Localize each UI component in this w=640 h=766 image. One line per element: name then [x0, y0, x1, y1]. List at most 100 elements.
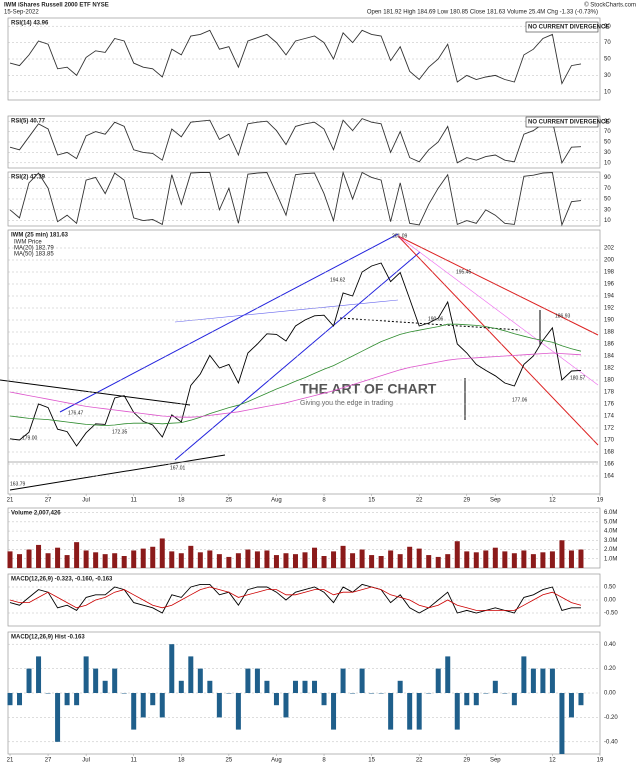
- bar: [112, 553, 118, 568]
- bar: [112, 668, 118, 693]
- bar: [235, 693, 241, 730]
- y-tick-label: 174: [604, 414, 615, 420]
- y-tick-label: 70: [604, 129, 611, 135]
- bar: [235, 553, 241, 568]
- bar: [464, 551, 470, 568]
- y-tick-label: 30: [604, 207, 611, 213]
- bar: [331, 551, 337, 568]
- x-tick-label: 15: [368, 498, 375, 504]
- bar: [64, 555, 70, 568]
- bar: [83, 550, 89, 568]
- bar: [521, 550, 527, 568]
- bar: [454, 541, 460, 568]
- bar: [17, 554, 23, 568]
- x-tick-label: 22: [416, 498, 423, 504]
- y-tick-label: 196: [604, 282, 615, 288]
- y-tick-label: 176: [604, 402, 615, 408]
- x-tick-label: 8: [322, 758, 326, 764]
- y-tick-label: 10: [604, 89, 611, 95]
- bar: [93, 552, 99, 568]
- bar: [492, 547, 498, 568]
- bar: [445, 554, 451, 568]
- bar: [511, 553, 517, 568]
- x-tick-label: Jul: [82, 498, 90, 504]
- y-tick-label: 50: [604, 57, 611, 63]
- x-tick-label: 12: [549, 498, 556, 504]
- y-tick-label: 10: [604, 218, 611, 224]
- bar: [464, 693, 470, 706]
- bar: [359, 668, 365, 693]
- bar: [578, 549, 584, 568]
- y-tick-label: 30: [604, 73, 611, 79]
- x-tick-label: 19: [597, 498, 604, 504]
- y-tick-label: 3.0M: [604, 538, 617, 544]
- bar: [530, 554, 536, 568]
- y-tick-label: 4.0M: [604, 529, 617, 535]
- x-tick-label: 15: [368, 758, 375, 764]
- y-tick-label: 164: [604, 474, 615, 480]
- bar: [140, 548, 146, 568]
- bar: [350, 693, 356, 694]
- bar: [36, 656, 42, 693]
- bar: [216, 693, 222, 718]
- bar: [121, 693, 127, 694]
- bar: [530, 668, 536, 693]
- annotation: NO CURRENT DIVERGENCE: [528, 120, 609, 126]
- y-tick-label: 2.0M: [604, 547, 617, 553]
- annotation: 176.47: [68, 410, 84, 416]
- bar: [416, 548, 422, 568]
- divergence-box: [525, 21, 599, 33]
- bar: [64, 693, 70, 706]
- watermark-title: THE ART OF CHART: [300, 381, 437, 397]
- bar: [397, 554, 403, 568]
- symbol: IWM iShares Russell 2000 ETF NYSE: [4, 3, 109, 9]
- bar: [502, 693, 508, 694]
- bar: [549, 668, 555, 693]
- bar: [273, 693, 279, 706]
- annotation: 163.79: [10, 481, 26, 487]
- bar: [302, 552, 308, 568]
- y-tick-label: 50: [604, 197, 611, 203]
- bar: [568, 550, 574, 568]
- x-tick-label: 12: [549, 758, 556, 764]
- bar: [321, 556, 327, 568]
- annotation: 180.57: [570, 375, 586, 381]
- bar: [407, 546, 413, 568]
- series-line: [9, 586, 582, 611]
- panel-title: RSI(5) 40.77: [11, 119, 46, 125]
- bar: [312, 547, 318, 568]
- panel-title: RSI(2) 47.39: [11, 175, 46, 181]
- annotation: 190.06: [428, 316, 444, 322]
- y-tick-label: 70: [604, 40, 611, 46]
- annotation: 195.45: [456, 269, 472, 275]
- x-tick-label: 29: [463, 498, 470, 504]
- bar: [283, 693, 289, 718]
- annotation: 177.06: [512, 397, 528, 403]
- bar: [169, 551, 175, 568]
- x-tick-label: Aug: [271, 498, 282, 504]
- bar: [159, 538, 165, 568]
- bar: [140, 693, 146, 718]
- x-tick-label: 27: [45, 758, 52, 764]
- y-tick-label: 0.50: [604, 585, 616, 591]
- bar: [273, 555, 279, 568]
- bar: [45, 693, 51, 694]
- bar: [378, 556, 384, 568]
- y-tick-label: 190: [604, 318, 615, 324]
- y-tick-label: 202: [604, 246, 615, 252]
- y-tick-label: 182: [604, 366, 615, 372]
- bar: [369, 693, 375, 694]
- x-tick-label: 8: [322, 498, 326, 504]
- bar: [540, 668, 546, 693]
- y-tick-label: 0.20: [604, 666, 616, 672]
- bar: [521, 656, 527, 693]
- legend-entry: MA(50) 183.85: [14, 252, 54, 258]
- bar: [321, 693, 327, 706]
- bar: [426, 693, 432, 694]
- x-tick-label: 11: [131, 758, 138, 764]
- y-tick-label: 90: [604, 119, 611, 125]
- y-tick-label: 30: [604, 150, 611, 156]
- y-tick-label: 168: [604, 450, 615, 456]
- legend-entry: IWM Price: [14, 240, 42, 246]
